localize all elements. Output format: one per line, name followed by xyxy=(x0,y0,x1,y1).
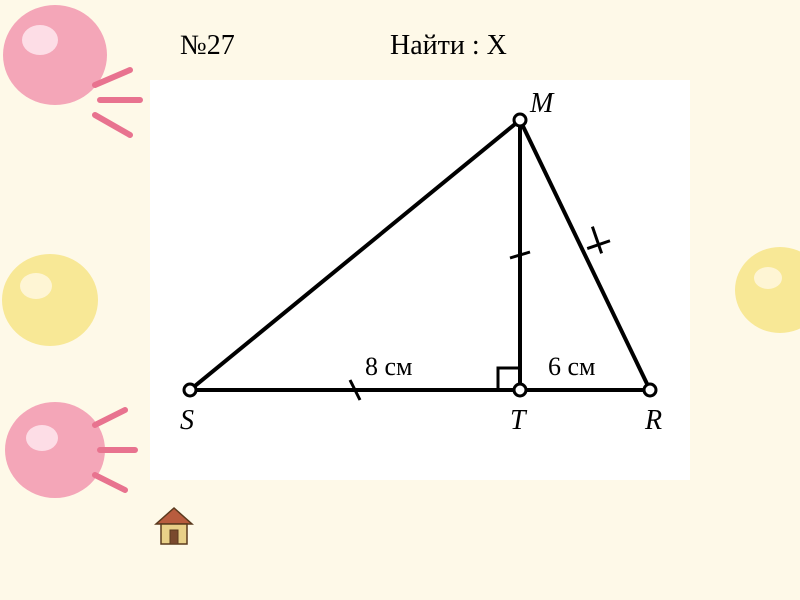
edge-label-st: 8 см xyxy=(365,352,413,382)
edge-label-tr: 6 см xyxy=(548,352,596,382)
find-prompt: Найти : Х xyxy=(390,30,507,62)
problem-number: №27 xyxy=(180,30,235,62)
vertex-label-s: S xyxy=(180,405,194,437)
background-balloons-right xyxy=(700,0,800,600)
vertex-label-m: M xyxy=(530,88,553,120)
vertex-label-r: R xyxy=(645,405,662,437)
home-button[interactable] xyxy=(150,502,198,550)
vertex-label-t: T xyxy=(510,405,526,437)
geometry-diagram: M S T R 8 см 6 см xyxy=(150,80,690,480)
